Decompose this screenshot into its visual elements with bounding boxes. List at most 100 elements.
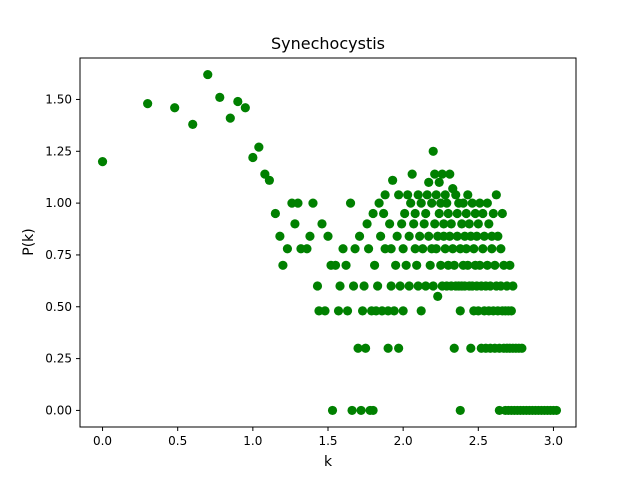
y-tick-label: 1.50: [45, 92, 72, 106]
data-point: [464, 219, 474, 229]
data-point: [394, 343, 404, 353]
data-point: [379, 208, 389, 219]
data-point: [350, 244, 360, 254]
data-point: [413, 281, 423, 291]
data-point: [397, 219, 407, 229]
data-point: [416, 198, 426, 208]
data-point: [455, 306, 465, 316]
data-point: [506, 306, 516, 316]
data-point: [475, 198, 485, 208]
data-point: [428, 281, 438, 291]
x-tick-label: 0.0: [93, 434, 112, 448]
data-point: [449, 260, 459, 270]
data-point: [482, 198, 492, 208]
data-point: [254, 142, 264, 152]
data-point: [461, 244, 471, 254]
plot-area-frame: [79, 57, 577, 428]
data-point: [293, 198, 303, 208]
data-point: [440, 190, 450, 200]
data-point: [240, 103, 250, 113]
data-point: [215, 92, 225, 102]
x-tick-label: 1.0: [243, 434, 262, 448]
data-point: [356, 405, 366, 416]
data-point: [354, 231, 365, 241]
data-point: [493, 231, 503, 241]
data-point: [421, 281, 431, 291]
data-point: [389, 306, 399, 316]
data-point: [463, 260, 473, 270]
data-point: [419, 219, 429, 229]
data-point: [323, 231, 333, 241]
data-point: [430, 219, 440, 229]
data-point: [421, 208, 431, 219]
data-point: [496, 244, 506, 254]
data-point: [188, 119, 198, 129]
x-axis-label: k: [324, 454, 333, 470]
data-point: [463, 190, 473, 200]
data-point: [305, 231, 315, 241]
data-point: [449, 343, 459, 353]
data-point: [452, 208, 462, 219]
y-axis: 0.00 0.25 0.50 0.75 1.00 1.25 1.50: [45, 92, 80, 417]
data-point: [415, 231, 425, 241]
data-point: [368, 405, 378, 416]
data-point: [428, 146, 438, 156]
data-point: [457, 219, 467, 229]
data-point: [359, 281, 369, 291]
data-point: [394, 190, 404, 200]
data-point: [335, 281, 345, 291]
data-point: [264, 175, 274, 185]
data-point: [233, 96, 243, 107]
data-point: [369, 260, 380, 270]
data-point: [401, 260, 411, 270]
data-point: [403, 190, 413, 200]
data-point: [442, 198, 452, 208]
data-point: [327, 405, 338, 416]
data-point: [551, 405, 562, 416]
data-point: [395, 281, 405, 291]
data-point: [373, 281, 383, 291]
data-point: [478, 208, 488, 219]
data-point: [416, 306, 426, 316]
data-point: [404, 281, 414, 291]
data-point: [404, 231, 414, 241]
data-points: [97, 69, 562, 416]
data-point: [374, 198, 384, 208]
data-point: [475, 260, 485, 270]
data-point: [400, 208, 410, 219]
data-point: [270, 208, 280, 219]
y-tick-label: 0.50: [45, 300, 72, 314]
data-point: [434, 177, 444, 187]
data-point: [338, 244, 348, 254]
data-point: [433, 291, 443, 301]
data-point: [430, 169, 440, 179]
data-point: [391, 260, 401, 270]
data-point: [451, 190, 461, 200]
data-point: [478, 244, 488, 254]
data-point: [290, 219, 300, 229]
data-point: [275, 231, 285, 241]
data-point: [434, 208, 444, 219]
data-point: [170, 103, 180, 113]
data-point: [446, 219, 456, 229]
data-point: [333, 306, 344, 316]
x-tick-label: 3.0: [544, 434, 563, 448]
data-point: [341, 260, 351, 270]
data-point: [517, 343, 527, 353]
data-point: [383, 343, 393, 353]
data-point: [376, 231, 386, 241]
y-tick-label: 0.25: [45, 352, 72, 366]
data-point: [443, 208, 453, 219]
data-point: [407, 169, 417, 179]
data-point: [392, 231, 402, 241]
data-point: [312, 281, 323, 291]
x-tick-label: 0.5: [168, 434, 187, 448]
data-point: [409, 219, 419, 229]
data-point: [439, 219, 449, 229]
data-point: [436, 260, 446, 270]
data-point: [317, 219, 327, 229]
data-point: [427, 198, 437, 208]
data-point: [445, 169, 455, 179]
data-point: [353, 343, 363, 353]
